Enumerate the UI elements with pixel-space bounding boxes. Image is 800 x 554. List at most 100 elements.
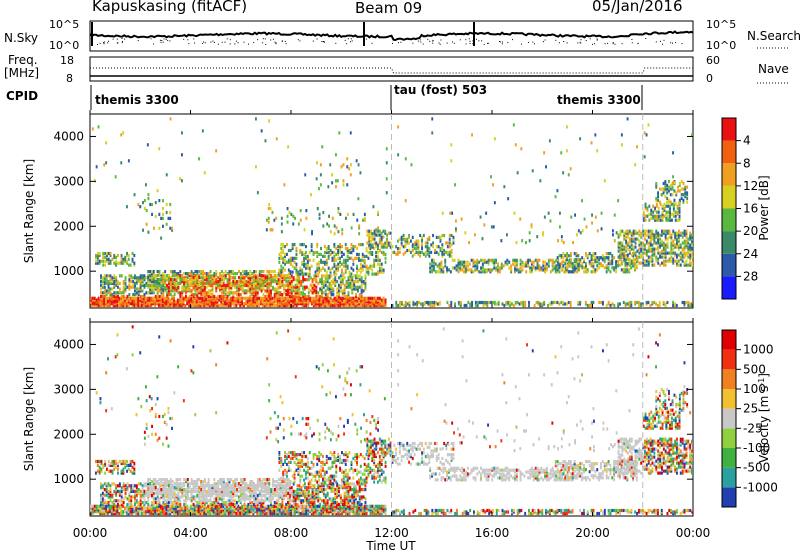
power-cell (277, 293, 280, 297)
power-cell (538, 258, 541, 262)
power-cell (185, 289, 187, 293)
power-cell (241, 280, 244, 284)
power-cell (605, 303, 608, 308)
velocity-cell (246, 511, 249, 516)
power-cell (678, 210, 681, 214)
velocity-cell (127, 504, 130, 508)
power-cell (233, 296, 236, 300)
power-cell (316, 303, 319, 308)
power-cell (655, 229, 658, 233)
power-cell (566, 270, 569, 274)
power-cell (254, 289, 257, 293)
power-cell (600, 211, 603, 215)
power-cell (158, 285, 161, 290)
power-cell (278, 268, 281, 272)
power-cell (363, 258, 366, 262)
power-cell (158, 303, 160, 308)
power-cell (271, 228, 274, 232)
power-cell (339, 300, 342, 304)
power-cell (295, 296, 298, 300)
power-cell (203, 300, 206, 304)
power-cell (634, 231, 637, 235)
power-cell (145, 283, 148, 288)
velocity-cell (243, 511, 245, 516)
power-cell (618, 254, 621, 258)
power-cell (249, 294, 252, 299)
power-cell (222, 303, 225, 308)
power-cell (209, 283, 212, 288)
power-cell (312, 252, 315, 256)
power-cell (256, 281, 259, 286)
power-cell (439, 239, 442, 243)
power-cell (227, 302, 230, 306)
power-cell (592, 266, 595, 270)
power-cell (171, 302, 174, 306)
power-cell (500, 266, 503, 270)
power-cell (674, 237, 677, 241)
power-cell (134, 283, 136, 287)
velocity-cell (188, 511, 191, 516)
power-cell (214, 300, 217, 304)
power-cell (677, 237, 680, 241)
power-cell (228, 278, 231, 282)
power-cell (288, 291, 291, 295)
velocity-cell (310, 511, 313, 516)
power-cell (237, 298, 240, 302)
velocity-cell (99, 508, 102, 512)
power-cell (683, 241, 686, 245)
power-cell (196, 285, 199, 289)
velocity-cell (186, 508, 189, 512)
power-cell (347, 283, 350, 287)
velocity-cell (260, 506, 262, 510)
power-cell (241, 296, 243, 300)
power-cell (232, 270, 235, 274)
power-cell (143, 285, 146, 289)
power-cell (239, 298, 242, 302)
velocity-cell (341, 511, 344, 516)
velocity-cell (112, 508, 115, 512)
power-cell (193, 300, 196, 304)
power-cell (371, 302, 374, 306)
power-cell (674, 302, 676, 306)
velocity-cell (142, 504, 145, 508)
velocity-cell (165, 511, 168, 516)
power-cell (260, 289, 263, 293)
power-cell (318, 296, 321, 300)
power-cell (274, 270, 276, 274)
velocity-cell (276, 506, 279, 510)
power-cell (551, 262, 554, 266)
power-cell (280, 300, 283, 304)
power-cell (229, 296, 232, 300)
power-cell (221, 276, 223, 280)
power-cell (642, 261, 644, 265)
power-cell (107, 259, 110, 263)
power-cell (664, 245, 667, 249)
power-cell (378, 233, 381, 237)
power-cell (186, 300, 189, 304)
power-cell (186, 296, 189, 300)
velocity-cell (150, 511, 153, 516)
power-cell (147, 285, 150, 289)
power-cell (301, 252, 304, 256)
power-cell (235, 298, 238, 302)
power-cell (343, 294, 346, 299)
power-cell (426, 237, 429, 241)
power-cell (348, 272, 351, 276)
nsearch-dot (592, 43, 593, 45)
power-cell (162, 216, 164, 220)
power-cell (384, 300, 387, 304)
power-cell (594, 260, 597, 264)
power-cell (114, 300, 117, 304)
power-cell (377, 226, 379, 230)
power-cell (211, 274, 214, 278)
power-cell (333, 232, 336, 236)
power-cell (219, 274, 221, 278)
power-cell (333, 243, 336, 247)
power-cell (378, 303, 381, 308)
velocity-cell (314, 508, 317, 512)
power-cell (292, 303, 294, 308)
velocity-cell (91, 511, 94, 516)
power-cell (306, 272, 309, 276)
power-cell (245, 280, 248, 284)
power-cell (105, 296, 107, 300)
